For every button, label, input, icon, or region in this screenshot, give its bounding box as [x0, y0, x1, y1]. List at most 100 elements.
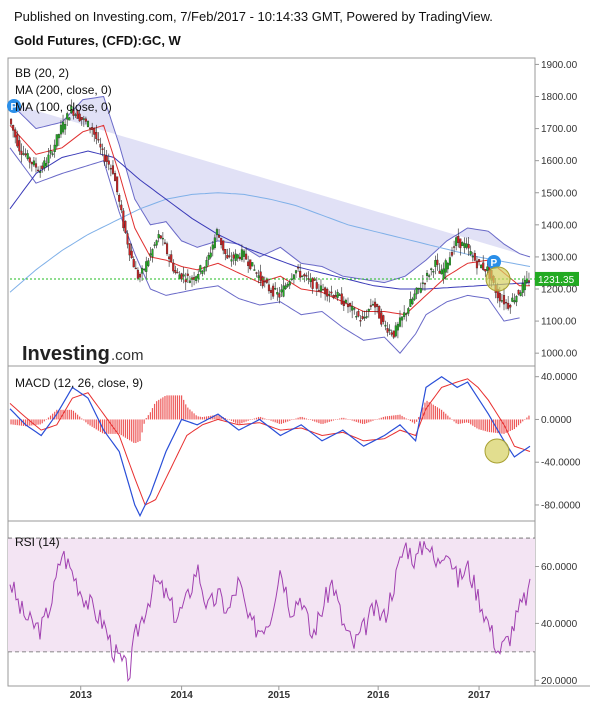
- macd-hist-bar: [270, 419, 272, 421]
- candle: [301, 275, 304, 278]
- macd-hist-bar: [428, 402, 430, 420]
- candle: [382, 314, 385, 325]
- candle: [407, 306, 410, 317]
- candle-body: [359, 320, 362, 322]
- macd-hist-bar: [349, 419, 351, 420]
- candle: [230, 252, 233, 267]
- candle: [365, 309, 368, 319]
- macd-hist-bar: [426, 400, 428, 420]
- macd-hist-bar: [172, 395, 174, 420]
- macd-hist-bar: [116, 419, 118, 434]
- candle-body: [448, 257, 451, 266]
- candle-body: [178, 274, 181, 279]
- macd-hist-bar: [131, 419, 133, 442]
- macd-hist-bar: [110, 419, 112, 434]
- macd-hist-bar: [87, 419, 89, 425]
- candle-body: [103, 154, 106, 162]
- candle: [153, 241, 156, 249]
- candle-body: [180, 273, 183, 280]
- candle-body: [409, 299, 412, 307]
- candle: [28, 156, 31, 169]
- macd-hist-bar: [422, 407, 424, 420]
- investing-logo: Investing .com: [22, 343, 144, 365]
- candle: [109, 164, 112, 177]
- candle-body: [174, 270, 177, 273]
- macd-hist-bar: [197, 416, 199, 420]
- candle: [459, 238, 462, 256]
- candle-body: [176, 271, 179, 274]
- candle-body: [238, 256, 241, 260]
- candle: [82, 115, 85, 127]
- candle-body: [267, 284, 271, 292]
- macd-hist-bar: [193, 413, 195, 420]
- candle-body: [276, 292, 279, 295]
- macd-hist-bar: [432, 404, 434, 420]
- candle-body: [334, 294, 337, 298]
- macd-hist-bar: [337, 419, 339, 420]
- candle: [396, 321, 399, 339]
- candle-body: [371, 304, 375, 306]
- candle-body: [91, 127, 94, 130]
- candle-body: [136, 269, 139, 279]
- macd-hist-bar: [359, 419, 362, 424]
- macd-hist-bar: [85, 419, 87, 423]
- candle-body: [97, 139, 100, 141]
- candle: [138, 272, 142, 283]
- macd-hist-bar: [370, 419, 372, 422]
- rsi-y-tick-label: 40.0000: [541, 619, 578, 630]
- candle: [51, 151, 54, 157]
- macd-hist-bar: [372, 419, 374, 421]
- macd-hist-bar: [230, 419, 233, 421]
- macd-hist-bar: [330, 419, 332, 422]
- macd-hist-bar: [285, 419, 287, 423]
- candle-body: [143, 268, 146, 271]
- candle-body: [70, 106, 73, 113]
- candle-body: [172, 262, 175, 272]
- macd-hist-bar: [43, 419, 45, 422]
- candle: [43, 157, 46, 172]
- candle-body: [324, 287, 327, 295]
- candle-body: [330, 291, 333, 294]
- candle: [107, 153, 110, 171]
- candle: [103, 147, 106, 166]
- candle: [442, 262, 445, 284]
- price-y-tick-label: 1600.00: [541, 156, 578, 167]
- candle: [328, 290, 331, 303]
- p-marker-circle: [487, 255, 501, 269]
- candle: [253, 264, 256, 271]
- macd-hist-bar: [268, 419, 270, 421]
- macd-hist-bar: [436, 407, 439, 420]
- macd-hist-bar: [101, 419, 104, 434]
- candle: [430, 267, 433, 276]
- candle-body: [153, 244, 156, 246]
- candle: [91, 122, 94, 138]
- macd-hist-bar: [185, 404, 187, 420]
- macd-hist-bar: [453, 419, 455, 422]
- candle: [315, 277, 318, 296]
- candle: [477, 258, 481, 266]
- candle: [403, 305, 406, 320]
- macd-hist-bar: [384, 416, 387, 420]
- candle-body: [163, 242, 167, 244]
- candle: [141, 265, 144, 281]
- candle-body: [240, 249, 243, 260]
- macd-hist-bar: [39, 419, 41, 425]
- macd-hist-bar: [266, 419, 268, 420]
- candle-body: [428, 275, 431, 277]
- candle-body: [515, 296, 518, 303]
- candle: [190, 275, 194, 288]
- candle-body: [141, 268, 144, 274]
- bollinger-band-fill: [10, 96, 530, 283]
- candle-body: [255, 272, 258, 274]
- candle-body: [122, 210, 125, 229]
- candle: [118, 193, 121, 208]
- candle: [423, 282, 427, 291]
- candle: [37, 166, 40, 172]
- candle: [128, 243, 131, 261]
- candle: [180, 272, 183, 282]
- candle: [32, 157, 35, 168]
- candle-body: [168, 256, 171, 260]
- macd-hist-bar: [20, 419, 23, 426]
- candle: [255, 271, 258, 278]
